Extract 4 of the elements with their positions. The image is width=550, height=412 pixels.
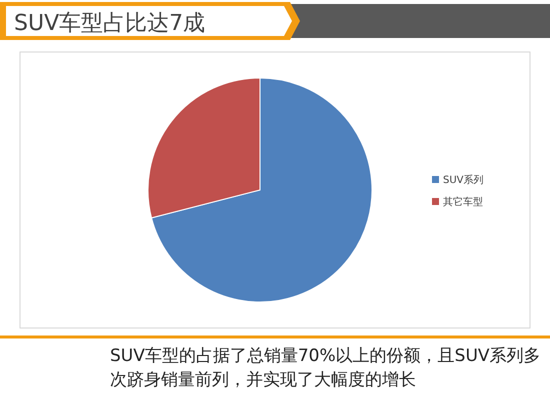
text: SUV车型的占据了总销量70%以上的份额，且SUV系列多次跻身销量前列，并实现了大幅度的增长 — [110, 345, 542, 392]
legend-label: SUV系列 — [443, 174, 484, 186]
legend-label: 其它车型 — [443, 196, 483, 208]
chart-title: SUV车型占比达7成 — [14, 11, 206, 36]
